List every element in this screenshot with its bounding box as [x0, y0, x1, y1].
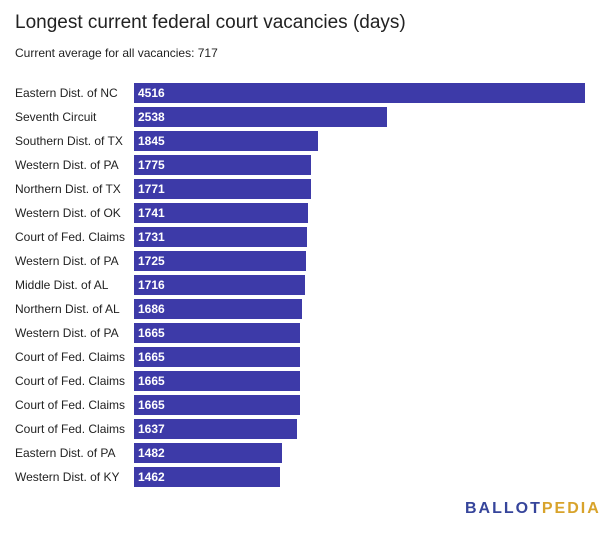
- category-label: Seventh Circuit: [15, 110, 97, 124]
- bar: [134, 347, 300, 367]
- bar: [134, 227, 307, 247]
- chart-title: Longest current federal court vacancies …: [15, 12, 406, 33]
- bar: [134, 323, 300, 343]
- bar: [134, 83, 585, 103]
- bar: [134, 419, 297, 439]
- category-label: Court of Fed. Claims: [15, 374, 125, 388]
- category-label: Western Dist. of KY: [15, 470, 119, 484]
- bar: [134, 299, 302, 319]
- category-label: Court of Fed. Claims: [15, 230, 125, 244]
- chart-subtitle: Current average for all vacancies: 717: [15, 46, 218, 60]
- category-label: Northern Dist. of TX: [15, 182, 121, 196]
- bar-value-label: 1637: [138, 422, 165, 436]
- bar-value-label: 1731: [138, 230, 165, 244]
- bar: [134, 251, 306, 271]
- bar: [134, 443, 282, 463]
- bar: [134, 203, 308, 223]
- bar: [134, 179, 311, 199]
- bar-chart: Eastern Dist. of NC 4516 Seventh Circuit 25…: [15, 83, 585, 487]
- category-label: Western Dist. of PA: [15, 254, 119, 268]
- bar: [134, 467, 280, 487]
- category-label: Southern Dist. of TX: [15, 134, 123, 148]
- bar: [134, 131, 318, 151]
- bar: [134, 107, 387, 127]
- bar-value-label: 1665: [138, 374, 165, 388]
- category-label: Northern Dist. of AL: [15, 302, 120, 316]
- bar-value-label: 1775: [138, 158, 165, 172]
- category-label: Court of Fed. Claims: [15, 422, 125, 436]
- bar-value-label: 1665: [138, 326, 165, 340]
- category-label: Court of Fed. Claims: [15, 350, 125, 364]
- bar: [134, 275, 305, 295]
- bar-value-label: 1686: [138, 302, 165, 316]
- category-label: Western Dist. of PA: [15, 158, 119, 172]
- bar-value-label: 1845: [138, 134, 165, 148]
- category-label: Eastern Dist. of PA: [15, 446, 115, 460]
- bar-value-label: 4516: [138, 86, 165, 100]
- bar-value-label: 1725: [138, 254, 165, 268]
- ballotpedia-logo: BALLOTPEDIA: [465, 500, 599, 518]
- bar-value-label: 1771: [138, 182, 165, 196]
- bar-value-label: 1482: [138, 446, 165, 460]
- bar-value-label: 1665: [138, 350, 165, 364]
- category-label: Court of Fed. Claims: [15, 398, 125, 412]
- category-label: Eastern Dist. of NC: [15, 86, 118, 100]
- bar: [134, 395, 300, 415]
- bar-value-label: 1741: [138, 206, 165, 220]
- category-label: Western Dist. of PA: [15, 326, 119, 340]
- logo-part-pedia: PEDIA: [541, 500, 599, 517]
- bar-value-label: 1665: [138, 398, 165, 412]
- bar: [134, 371, 300, 391]
- bar-value-label: 1716: [138, 278, 165, 292]
- category-label: Middle Dist. of AL: [15, 278, 109, 292]
- bar-value-label: 2538: [138, 110, 165, 124]
- bar-value-label: 1462: [138, 470, 165, 484]
- logo-part-ballot: BALLOT: [465, 500, 542, 517]
- category-label: Western Dist. of OK: [15, 206, 121, 220]
- bar: [134, 155, 311, 175]
